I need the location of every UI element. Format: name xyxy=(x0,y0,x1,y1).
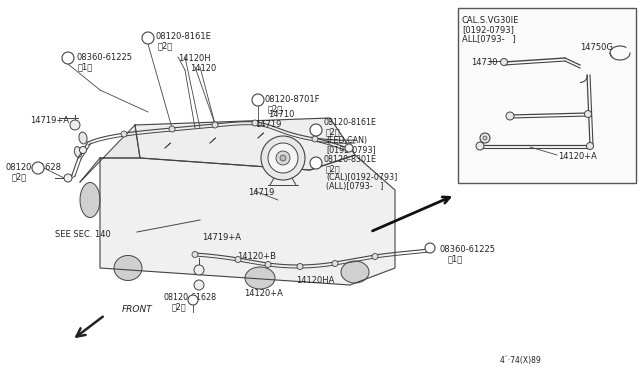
Circle shape xyxy=(121,131,127,137)
Text: 14719: 14719 xyxy=(255,120,282,129)
Circle shape xyxy=(64,174,72,182)
Text: 〘2〙: 〘2〙 xyxy=(326,127,340,136)
Text: 08120-61628: 08120-61628 xyxy=(163,293,216,302)
Circle shape xyxy=(261,136,305,180)
Circle shape xyxy=(483,136,487,140)
Polygon shape xyxy=(135,118,355,170)
Circle shape xyxy=(265,262,271,267)
Text: [0192-0793]: [0192-0793] xyxy=(326,145,376,154)
Circle shape xyxy=(194,265,204,275)
Text: B: B xyxy=(35,165,40,171)
Text: 14710: 14710 xyxy=(268,110,294,119)
Text: SEE SEC. 140: SEE SEC. 140 xyxy=(55,230,111,239)
Ellipse shape xyxy=(80,183,100,218)
Text: 08120-8161E: 08120-8161E xyxy=(156,32,212,41)
Text: 14120+B: 14120+B xyxy=(237,252,276,261)
Circle shape xyxy=(62,52,74,64)
Text: 14719: 14719 xyxy=(248,188,275,197)
Circle shape xyxy=(345,144,353,152)
Bar xyxy=(458,8,636,183)
Text: (FED,CAN): (FED,CAN) xyxy=(326,136,367,145)
Polygon shape xyxy=(100,155,395,285)
Text: 14750G: 14750G xyxy=(580,43,613,52)
Circle shape xyxy=(506,112,514,120)
Circle shape xyxy=(194,280,204,290)
Text: 〘2〙: 〘2〙 xyxy=(326,164,340,173)
Circle shape xyxy=(268,143,298,173)
Circle shape xyxy=(586,142,593,150)
Circle shape xyxy=(79,147,86,154)
Circle shape xyxy=(476,142,484,150)
Circle shape xyxy=(188,295,198,305)
Text: [0192-0793]: [0192-0793] xyxy=(462,25,514,34)
Circle shape xyxy=(332,260,338,266)
Circle shape xyxy=(425,243,435,253)
Circle shape xyxy=(297,263,303,269)
Ellipse shape xyxy=(74,147,82,157)
Text: (CAL)[0192-0793]: (CAL)[0192-0793] xyxy=(326,173,397,182)
Text: 08360-61225: 08360-61225 xyxy=(76,53,132,62)
Text: FRONT: FRONT xyxy=(122,305,153,314)
Circle shape xyxy=(312,136,318,142)
Circle shape xyxy=(70,120,80,130)
Text: S: S xyxy=(428,246,432,250)
Text: 14120H: 14120H xyxy=(178,54,211,63)
Text: 14120: 14120 xyxy=(190,64,216,73)
Text: B: B xyxy=(314,127,319,133)
Text: 〘2〙: 〘2〙 xyxy=(158,41,173,50)
Text: 08120-8701F: 08120-8701F xyxy=(265,95,321,104)
Text: 14120+A: 14120+A xyxy=(558,152,597,161)
Text: 14730: 14730 xyxy=(471,58,497,67)
Text: (ALL)[0793-   ]: (ALL)[0793- ] xyxy=(326,182,383,191)
Ellipse shape xyxy=(245,267,275,289)
Circle shape xyxy=(212,122,218,128)
Circle shape xyxy=(169,126,175,132)
Polygon shape xyxy=(80,125,140,182)
Circle shape xyxy=(235,257,241,263)
Text: B: B xyxy=(255,97,260,103)
Text: 08360-61225: 08360-61225 xyxy=(440,245,496,254)
Circle shape xyxy=(32,162,44,174)
Text: 14719+A: 14719+A xyxy=(202,233,241,242)
Circle shape xyxy=(192,251,198,257)
Text: 14120HA: 14120HA xyxy=(296,276,334,285)
Text: 〘2〙: 〘2〙 xyxy=(12,172,28,181)
Text: 〘2〙: 〘2〙 xyxy=(268,104,284,113)
Circle shape xyxy=(280,155,286,161)
Text: S: S xyxy=(65,55,70,61)
Circle shape xyxy=(252,94,264,106)
Text: B: B xyxy=(191,298,195,302)
Ellipse shape xyxy=(79,132,87,144)
Circle shape xyxy=(252,120,258,126)
Ellipse shape xyxy=(341,261,369,283)
Text: 4´·74(X)89: 4´·74(X)89 xyxy=(500,356,541,365)
Circle shape xyxy=(310,157,322,169)
Circle shape xyxy=(584,110,591,118)
Circle shape xyxy=(142,32,154,44)
Text: 08120-8301E: 08120-8301E xyxy=(324,155,377,164)
Text: 08120-61628: 08120-61628 xyxy=(5,163,61,172)
Text: 14719+A: 14719+A xyxy=(30,116,69,125)
Text: 14120+A: 14120+A xyxy=(244,289,283,298)
Text: 〘1〙: 〘1〙 xyxy=(448,254,463,263)
Circle shape xyxy=(310,124,322,136)
Text: 〘2〙: 〘2〙 xyxy=(172,302,187,311)
Circle shape xyxy=(480,133,490,143)
Circle shape xyxy=(500,58,508,65)
Circle shape xyxy=(372,253,378,260)
Text: ALL[0793-   ]: ALL[0793- ] xyxy=(462,34,516,43)
Text: 〘1〙: 〘1〙 xyxy=(78,62,93,71)
Text: CAL.S.VG30IE: CAL.S.VG30IE xyxy=(462,16,520,25)
Circle shape xyxy=(276,151,290,165)
Text: B: B xyxy=(145,35,150,41)
Ellipse shape xyxy=(114,256,142,280)
Text: B: B xyxy=(314,160,319,166)
Text: 08120-8161E: 08120-8161E xyxy=(324,118,377,127)
